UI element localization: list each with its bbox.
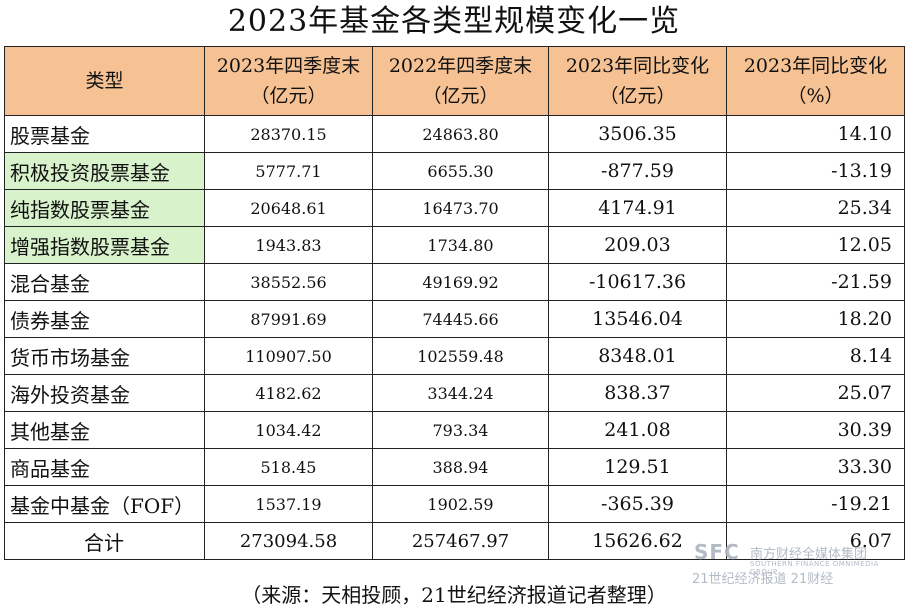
fund-type-cell: 增强指数股票基金 xyxy=(4,226,205,264)
change-percent-cell: 12.05 xyxy=(726,226,905,264)
total-2023-cell: 273094.58 xyxy=(204,522,373,560)
fund-type-cell: 混合基金 xyxy=(4,263,205,301)
scale-2023-cell: 28370.15 xyxy=(204,115,373,153)
scale-2023-cell: 87991.69 xyxy=(204,300,373,338)
fund-type-cell: 货币市场基金 xyxy=(4,337,205,375)
column-header-change-amount: 2023年同比变化（亿元） xyxy=(548,46,727,116)
change-amount-cell: 129.51 xyxy=(548,448,727,486)
table-row: 其他基金 1034.42 793.34 241.08 30.39 xyxy=(4,411,905,449)
fund-type-cell: 商品基金 xyxy=(4,448,205,486)
total-label-cell: 合计 xyxy=(4,522,205,560)
watermark-brand: 21世纪经济报道 21财经 xyxy=(692,572,834,587)
total-2022-cell: 257467.97 xyxy=(372,522,549,560)
change-amount-cell: 3506.35 xyxy=(548,115,727,153)
watermark-group-name-en: SOUTHERN FINANCE OMNIMEDIA GROUP xyxy=(750,560,879,576)
fund-type-cell: 债券基金 xyxy=(4,300,205,338)
change-amount-cell: -877.59 xyxy=(548,152,727,190)
scale-2023-cell: 1034.42 xyxy=(204,411,373,449)
scale-2023-cell: 38552.56 xyxy=(204,263,373,301)
total-change-percent-cell: 6.07 xyxy=(726,522,905,560)
scale-2023-cell: 5777.71 xyxy=(204,152,373,190)
scale-2023-cell: 1943.83 xyxy=(204,226,373,264)
change-percent-cell: -19.21 xyxy=(726,485,905,523)
table-row: 增强指数股票基金 1943.83 1734.80 209.03 12.05 xyxy=(4,226,905,264)
fund-type-cell: 纯指数股票基金 xyxy=(4,189,205,227)
watermark-group-name: 南方财经全媒体集团 xyxy=(750,547,868,562)
page-title: 2023年基金各类型规模变化一览 xyxy=(227,4,681,39)
total-row: 合计 273094.58 257467.97 15626.62 6.07 xyxy=(4,522,905,560)
scale-2022-cell: 74445.66 xyxy=(372,300,549,338)
scale-2022-cell: 49169.92 xyxy=(372,263,549,301)
scale-2023-cell: 20648.61 xyxy=(204,189,373,227)
fund-type-cell: 积极投资股票基金 xyxy=(4,152,205,190)
change-percent-cell: 14.10 xyxy=(726,115,905,153)
table-row: 债券基金 87991.69 74445.66 13546.04 18.20 xyxy=(4,300,905,338)
table-row: 海外投资基金 4182.62 3344.24 838.37 25.07 xyxy=(4,374,905,412)
change-amount-cell: 4174.91 xyxy=(548,189,727,227)
scale-2022-cell: 24863.80 xyxy=(372,115,549,153)
scale-2023-cell: 1537.19 xyxy=(204,485,373,523)
table-row: 商品基金 518.45 388.94 129.51 33.30 xyxy=(4,448,905,486)
scale-2022-cell: 1902.59 xyxy=(372,485,549,523)
table-row: 股票基金 28370.15 24863.80 3506.35 14.10 xyxy=(4,115,905,153)
table-header-row: 类型 2023年四季度末（亿元） 2022年四季度末（亿元） 2023年同比变化… xyxy=(4,46,905,116)
column-header-2022: 2022年四季度末（亿元） xyxy=(372,46,549,116)
scale-2022-cell: 102559.48 xyxy=(372,337,549,375)
change-amount-cell: 13546.04 xyxy=(548,300,727,338)
column-header-type: 类型 xyxy=(4,46,205,116)
change-amount-cell: -365.39 xyxy=(548,485,727,523)
column-header-change-percent: 2023年同比变化（%） xyxy=(726,46,905,116)
table-row: 积极投资股票基金 5777.71 6655.30 -877.59 -13.19 xyxy=(4,152,905,190)
scale-2022-cell: 6655.30 xyxy=(372,152,549,190)
scale-2023-cell: 110907.50 xyxy=(204,337,373,375)
scale-2023-cell: 4182.62 xyxy=(204,374,373,412)
change-percent-cell: 30.39 xyxy=(726,411,905,449)
fund-type-cell: 海外投资基金 xyxy=(4,374,205,412)
sfc-watermark: SFC 南方财经全媒体集团 SOUTHERN FINANCE OMNIMEDIA… xyxy=(692,540,902,587)
table-row: 纯指数股票基金 20648.61 16473.70 4174.91 25.34 xyxy=(4,189,905,227)
scale-2022-cell: 388.94 xyxy=(372,448,549,486)
source-note: （来源：天相投顾，21世纪经济报道记者整理） xyxy=(241,583,667,607)
table-body: 股票基金 28370.15 24863.80 3506.35 14.10 积极投资股票基金… xyxy=(4,115,905,560)
fund-type-cell: 其他基金 xyxy=(4,411,205,449)
change-percent-cell: 33.30 xyxy=(726,448,905,486)
change-percent-cell: 25.07 xyxy=(726,374,905,412)
fund-type-cell: 基金中基金（FOF） xyxy=(4,485,205,523)
change-amount-cell: -10617.36 xyxy=(548,263,727,301)
change-percent-cell: -21.59 xyxy=(726,263,905,301)
change-percent-cell: 8.14 xyxy=(726,337,905,375)
change-amount-cell: 8348.01 xyxy=(548,337,727,375)
sfc-logo: SFC xyxy=(694,540,740,564)
scale-2022-cell: 793.34 xyxy=(372,411,549,449)
fund-scale-table: 类型 2023年四季度末（亿元） 2022年四季度末（亿元） 2023年同比变化… xyxy=(4,46,905,560)
column-header-2023: 2023年四季度末（亿元） xyxy=(204,46,373,116)
change-percent-cell: -13.19 xyxy=(726,152,905,190)
scale-2023-cell: 518.45 xyxy=(204,448,373,486)
scale-2022-cell: 16473.70 xyxy=(372,189,549,227)
scale-2022-cell: 1734.80 xyxy=(372,226,549,264)
scale-2022-cell: 3344.24 xyxy=(372,374,549,412)
change-percent-cell: 18.20 xyxy=(726,300,905,338)
total-change-amount-cell: 15626.62 xyxy=(548,522,727,560)
change-amount-cell: 838.37 xyxy=(548,374,727,412)
table-row: 基金中基金（FOF） 1537.19 1902.59 -365.39 -19.21 xyxy=(4,485,905,523)
change-amount-cell: 241.08 xyxy=(548,411,727,449)
table-row: 混合基金 38552.56 49169.92 -10617.36 -21.59 xyxy=(4,263,905,301)
change-percent-cell: 25.34 xyxy=(726,189,905,227)
fund-type-cell: 股票基金 xyxy=(4,115,205,153)
change-amount-cell: 209.03 xyxy=(548,226,727,264)
table-row: 货币市场基金 110907.50 102559.48 8348.01 8.14 xyxy=(4,337,905,375)
